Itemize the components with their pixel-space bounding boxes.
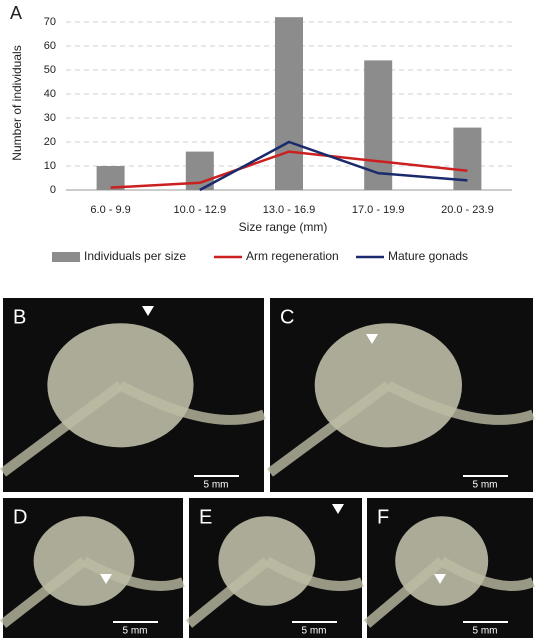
scale-label: 5 mm <box>473 626 498 637</box>
specimen-arm <box>386 380 535 425</box>
scale-label: 5 mm <box>302 626 327 637</box>
line <box>110 150 468 189</box>
y-tick-label: 20 <box>44 136 56 148</box>
specimen <box>0 516 185 628</box>
y-tick-label: 10 <box>44 160 56 172</box>
specimen-arm <box>81 556 185 591</box>
specimen-arm <box>264 556 364 591</box>
line <box>199 140 468 192</box>
y-tick-label: 40 <box>44 88 56 100</box>
y-tick-label: 60 <box>44 40 56 52</box>
legend-label: Individuals per size <box>84 249 186 263</box>
panel-label: F <box>377 506 389 528</box>
panel-label: D <box>13 506 27 528</box>
arrowhead <box>434 574 446 584</box>
arrowhead <box>142 306 154 316</box>
specimen-arm <box>118 380 266 425</box>
x-tick-label: 20.0 - 23.9 <box>441 204 494 216</box>
x-tick-label: 17.0 - 19.9 <box>352 204 405 216</box>
y-tick-label: 50 <box>44 64 56 76</box>
specimen <box>0 323 266 477</box>
panel-label: B <box>13 306 26 328</box>
x-tick-label: 6.0 - 9.9 <box>90 204 130 216</box>
arrowhead <box>366 334 378 344</box>
legend-swatch <box>52 252 80 262</box>
specimen-arm <box>0 381 124 477</box>
specimen-arm <box>0 557 88 628</box>
scale-label: 5 mm <box>204 480 229 491</box>
x-tick-label: 13.0 - 16.9 <box>263 204 316 216</box>
legend-label: Arm regeneration <box>246 249 339 263</box>
specimen <box>363 516 535 628</box>
specimen-arm <box>267 381 392 477</box>
bar <box>364 60 393 191</box>
x-tick-label: 10.0 - 12.9 <box>174 204 227 216</box>
specimen-arm <box>185 557 270 628</box>
panel-label: C <box>280 306 294 328</box>
arrowhead <box>332 504 344 514</box>
y-tick-label: 30 <box>44 112 56 124</box>
y-axis-title: Number of individuals <box>10 45 24 160</box>
arrowhead <box>100 574 112 584</box>
panel-label: E <box>199 506 212 528</box>
specimen <box>185 516 364 628</box>
scale-label: 5 mm <box>123 626 148 637</box>
specimen-arm <box>363 557 445 628</box>
scale-label: 5 mm <box>473 480 498 491</box>
x-axis-title: Size range (mm) <box>239 220 328 234</box>
bar <box>275 17 303 191</box>
y-tick-label: 70 <box>44 16 56 28</box>
specimen <box>267 323 535 477</box>
legend-label: Mature gonads <box>388 249 468 263</box>
panel-label: A <box>10 3 22 23</box>
specimen-arm <box>439 556 535 591</box>
y-tick-label: 0 <box>50 184 56 196</box>
